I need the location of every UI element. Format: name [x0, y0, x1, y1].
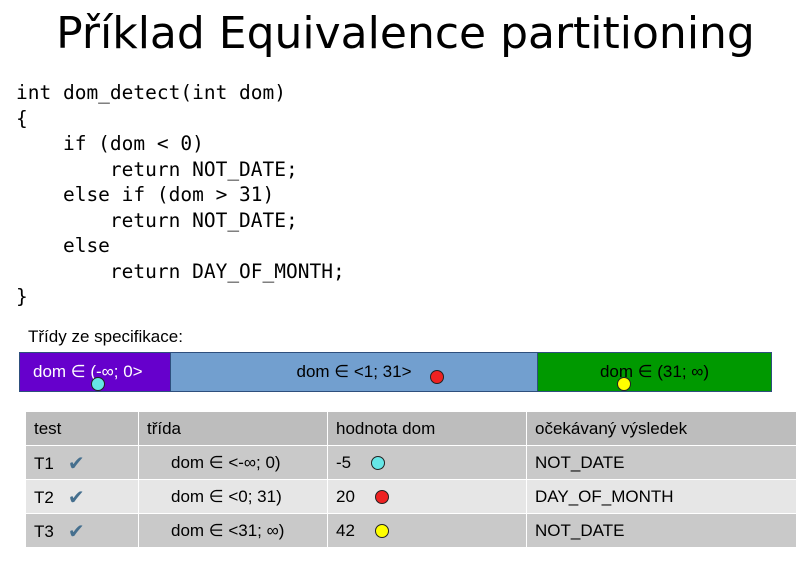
cyan-dot-icon: [371, 455, 386, 470]
code-line: {: [16, 106, 28, 130]
yellow-dot-icon: [374, 523, 389, 538]
red-dot-icon: [374, 489, 389, 504]
column-header: test: [25, 411, 139, 446]
code-line: if (dom < 0): [16, 132, 204, 155]
value-text: 42: [336, 520, 355, 540]
test-cell: T2 ✔: [25, 479, 139, 514]
value-cell: 42: [327, 513, 527, 548]
class-label: dom ∈ (-∞; 0>: [33, 362, 143, 381]
class-segment-over: dom ∈ (31; ∞): [538, 353, 771, 391]
expected-cell: DAY_OF_MONTH: [526, 479, 797, 514]
test-cell: T3 ✔: [25, 513, 139, 548]
equivalence-class-bar: dom ∈ (-∞; 0> dom ∈ <1; 31> dom ∈ (31; ∞…: [19, 352, 772, 392]
checkmark-icon: ✔: [67, 487, 85, 509]
code-line: int dom_detect(int dom): [16, 81, 287, 104]
spec-label: Třídy ze specifikace:: [28, 327, 183, 346]
code-line: }: [16, 285, 28, 308]
code-line: return NOT_DATE;: [16, 208, 298, 232]
slide-title: Příklad Equivalence partitioning: [56, 8, 755, 59]
checkmark-icon: ✔: [67, 521, 85, 543]
table-header-row: test třída hodnota dom očekávaný výslede…: [25, 411, 797, 446]
class-label: dom ∈ (31; ∞): [599, 362, 710, 381]
table-row: T3 ✔ dom ∈ <31; ∞) 42 NOT_DATE: [25, 513, 797, 548]
value-cell: -5: [327, 445, 527, 480]
value-text: -5: [336, 452, 352, 472]
test-id: T3: [34, 522, 54, 541]
cyan-dot-icon: [91, 377, 105, 391]
test-id: T2: [34, 488, 54, 507]
code-line: return NOT_DATE;: [16, 157, 298, 181]
test-cell: T1 ✔: [25, 445, 139, 480]
class-segment-negative: dom ∈ (-∞; 0>: [20, 353, 171, 391]
expected-cell: NOT_DATE: [526, 445, 797, 480]
expected-cell: NOT_DATE: [526, 513, 797, 548]
value-cell: 20: [327, 479, 527, 514]
table-row: T2 ✔ dom ∈ <0; 31) 20 DAY_OF_MONTH: [25, 479, 797, 514]
column-header: očekávaný výsledek: [526, 411, 797, 446]
code-line: else if (dom > 31): [16, 183, 275, 206]
class-cell: dom ∈ <0; 31): [138, 479, 328, 514]
column-header: třída: [138, 411, 328, 446]
table-row: T1 ✔ dom ∈ <-∞; 0) -5 NOT_DATE: [25, 445, 797, 480]
class-cell: dom ∈ <31; ∞): [138, 513, 328, 548]
class-label: dom ∈ <1; 31>: [296, 362, 412, 381]
code-line: else: [16, 234, 110, 257]
test-id: T1: [34, 454, 54, 473]
column-header: hodnota dom: [327, 411, 527, 446]
code-line: return DAY_OF_MONTH;: [16, 259, 345, 283]
yellow-dot-icon: [617, 377, 631, 391]
code-block: int dom_detect(int dom) { if (dom < 0) r…: [16, 80, 345, 310]
class-cell: dom ∈ <-∞; 0): [138, 445, 328, 480]
checkmark-icon: ✔: [67, 453, 85, 475]
red-dot-icon: [430, 370, 444, 384]
test-table: test třída hodnota dom očekávaný výslede…: [25, 411, 797, 548]
value-text: 20: [336, 486, 355, 506]
class-segment-valid: dom ∈ <1; 31>: [171, 353, 538, 391]
